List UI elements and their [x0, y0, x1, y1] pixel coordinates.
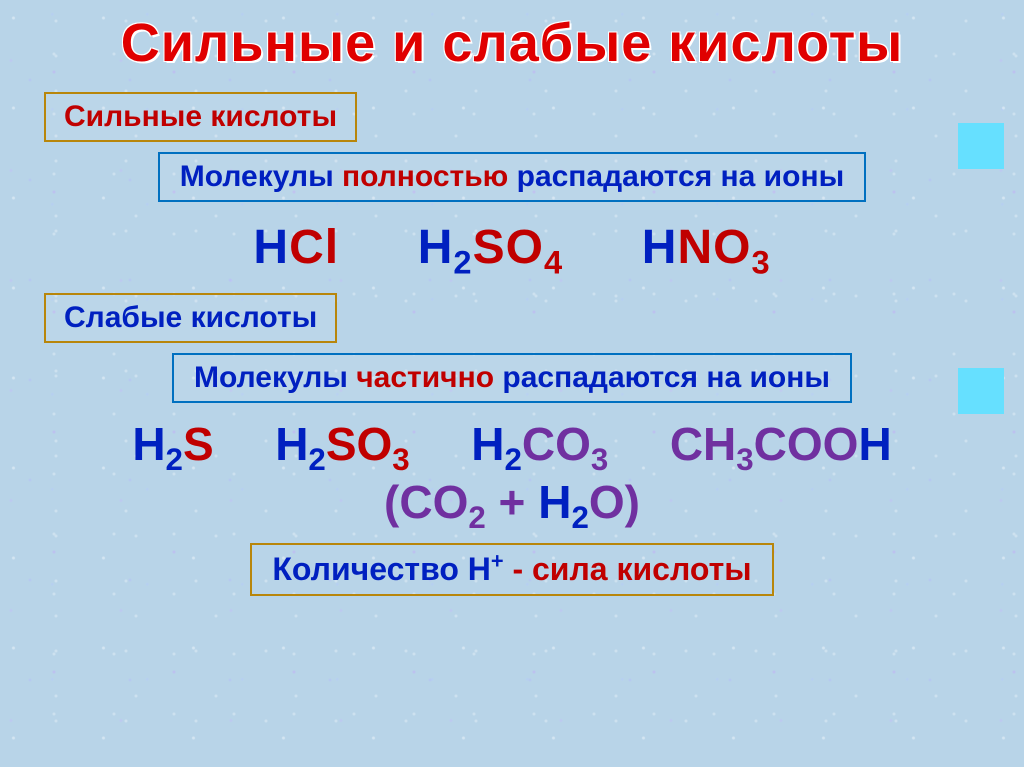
weak-acids-formulas-line2: (CO2 + H2O) — [30, 475, 994, 529]
formula-h2so3: H2SO3 — [275, 418, 409, 470]
formula-co2: CO2 — [399, 476, 485, 528]
formula-ch3cooh: CH3COOH — [670, 418, 892, 470]
strong-acids-info: Молекулы полностью распадаются на ионы — [158, 152, 866, 202]
page-title: Сильные и слабые кислоты — [30, 12, 994, 74]
weak-acids-label: Слабые кислоты — [44, 293, 337, 343]
info-text: Молекулы — [194, 361, 356, 394]
strong-acids-formulas: HCl H2SO4 HNO3 — [30, 220, 994, 275]
accent-square-1 — [958, 123, 1004, 169]
summary-h: Н — [468, 551, 491, 587]
acid-strength-summary: Количество Н+ - сила кислоты — [250, 543, 773, 596]
formula-h2so4: H2SO4 — [418, 221, 563, 274]
formula-h2co3: H2CO3 — [471, 418, 608, 470]
formula-hcl: HCl — [253, 221, 339, 274]
info-text: Молекулы — [180, 160, 342, 193]
info-keyword: полностью — [342, 160, 508, 193]
formula-h2s: H2S — [132, 418, 213, 470]
formula-h2o: H2O — [538, 476, 624, 528]
summary-text: Количество — [272, 551, 467, 587]
info-text: распадаются на ионы — [494, 361, 830, 394]
weak-acids-info: Молекулы частично распадаются на ионы — [172, 353, 852, 403]
weak-acids-formulas-line1: H2S H2SO3 H2CO3 CH3COOH — [30, 417, 994, 471]
formula-hno3: HNO3 — [642, 221, 771, 274]
info-text: распадаются на ионы — [508, 160, 844, 193]
info-keyword: частично — [356, 361, 494, 394]
accent-square-2 — [958, 368, 1004, 414]
summary-post: - сила кислоты — [504, 551, 752, 587]
strong-acids-label: Сильные кислоты — [44, 92, 357, 142]
summary-plus: + — [491, 548, 504, 573]
